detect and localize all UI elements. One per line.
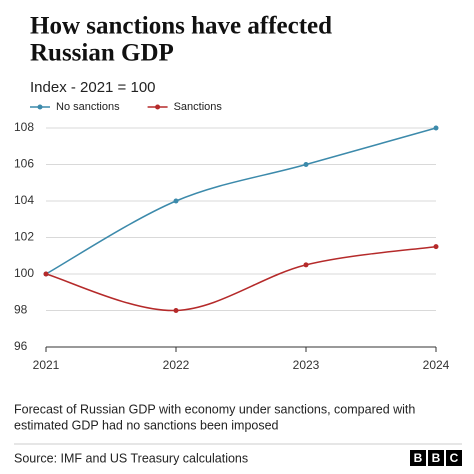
logo-letter: B bbox=[414, 451, 423, 465]
y-tick-label: 108 bbox=[14, 120, 34, 134]
y-tick-label: 98 bbox=[14, 303, 28, 317]
caption: Forecast of Russian GDP with economy und… bbox=[14, 402, 415, 416]
point bbox=[303, 162, 309, 167]
y-tick-label: 100 bbox=[14, 266, 34, 280]
chart-subtitle: Index - 2021 = 100 bbox=[30, 79, 156, 96]
chart-title: Russian GDP bbox=[30, 40, 174, 67]
legend-dot bbox=[37, 104, 43, 110]
series-line bbox=[45, 245, 437, 312]
logo-letter: C bbox=[450, 451, 459, 465]
x-tick-label: 2022 bbox=[163, 358, 190, 372]
y-tick-label: 102 bbox=[14, 230, 34, 244]
legend-label: No sanctions bbox=[56, 101, 120, 113]
y-tick-label: 106 bbox=[14, 157, 34, 171]
point bbox=[43, 271, 49, 277]
logo-letter: B bbox=[432, 451, 441, 465]
chart-title: How sanctions have affected bbox=[30, 13, 332, 40]
legend-dot bbox=[155, 104, 161, 110]
x-tick-label: 2023 bbox=[293, 358, 320, 372]
source: Source: IMF and US Treasury calculations bbox=[14, 451, 248, 465]
point bbox=[173, 198, 179, 204]
point bbox=[303, 262, 309, 268]
logo-box bbox=[446, 450, 462, 466]
y-tick-label: 96 bbox=[14, 339, 28, 353]
caption: estimated GDP had no sanctions been impo… bbox=[14, 418, 279, 432]
x-tick-label: 2021 bbox=[33, 358, 60, 372]
x-tick-label: 2024 bbox=[423, 358, 450, 372]
logo-box bbox=[428, 450, 444, 466]
logo-box bbox=[410, 450, 426, 466]
y-tick-label: 104 bbox=[14, 193, 34, 207]
point bbox=[433, 125, 439, 131]
point bbox=[173, 308, 179, 313]
legend-label: Sanctions bbox=[174, 101, 223, 113]
point bbox=[433, 244, 439, 250]
series-line bbox=[45, 127, 437, 275]
